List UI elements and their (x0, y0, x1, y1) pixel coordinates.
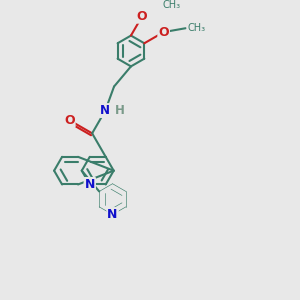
Text: H: H (115, 104, 124, 117)
Text: O: O (137, 10, 147, 23)
Text: N: N (100, 104, 110, 117)
Text: N: N (107, 208, 118, 221)
Text: N: N (85, 178, 95, 191)
Text: CH₃: CH₃ (187, 23, 205, 33)
Text: O: O (64, 114, 75, 127)
Text: CH₃: CH₃ (163, 0, 181, 10)
Text: O: O (158, 26, 169, 39)
